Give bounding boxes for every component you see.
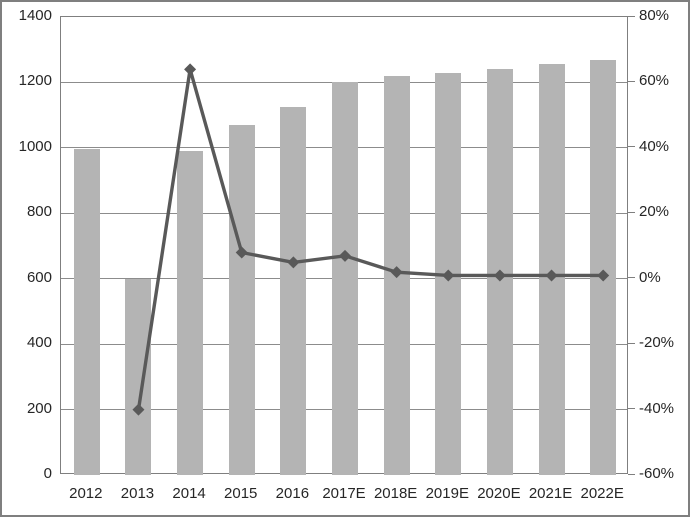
diamond-marker-2016 [287, 256, 300, 269]
x-axis-label-2012: 2012 [69, 485, 103, 502]
left-axis-tick-label: 1200 [18, 72, 52, 90]
right-axis-tick-label: -20% [639, 334, 675, 352]
x-axis-label-2022E: 2022E [580, 485, 624, 502]
x-axis-label-2021E: 2021E [528, 485, 573, 502]
diamond-marker-2019E [442, 269, 455, 282]
left-axis-tick-label: 400 [26, 334, 52, 352]
left-axis-tick-label: 0 [43, 465, 52, 482]
x-axis-label-2014: 2014 [172, 485, 206, 502]
x-axis-label-2015: 2015 [224, 485, 258, 502]
right-axis-tick-mark [628, 342, 635, 344]
diamond-marker-2014 [184, 63, 197, 76]
right-axis-tick-mark [628, 408, 635, 410]
x-axis-label-2020E: 2020E [477, 485, 521, 502]
right-axis-tick-label: 40% [639, 137, 670, 155]
right-axis-tick-label: -40% [639, 399, 675, 417]
x-axis-label-2017E: 2017E [322, 485, 366, 502]
left-axis-tick-label: 1400 [18, 7, 52, 24]
x-axis-label-2016: 2016 [275, 485, 310, 502]
x-axis-label-2019E: 2019E [425, 485, 469, 502]
diamond-marker-2022E [597, 269, 610, 282]
diamond-marker-2015 [235, 246, 248, 259]
right-axis-tick-label: 0% [639, 268, 661, 286]
x-axis-label-2018E: 2018E [373, 485, 418, 502]
bar-2015 [228, 124, 255, 475]
diamond-marker-2013 [132, 403, 145, 416]
bar-2014 [177, 151, 204, 475]
growth-line [136, 68, 604, 410]
x-axis-label-2013: 2013 [120, 485, 155, 502]
bar-2016 [280, 106, 307, 475]
left-axis-tick-label: 600 [26, 268, 52, 286]
diamond-marker-2018E [390, 266, 403, 279]
right-axis-tick-mark [628, 277, 635, 279]
diamond-marker-2021E [545, 269, 558, 282]
right-axis-tick-mark [628, 211, 635, 213]
left-axis-tick-label: 1000 [18, 137, 52, 155]
bar-2013 [125, 278, 152, 475]
bar-2022E [590, 59, 617, 475]
right-axis-tick-label: 20% [639, 203, 670, 221]
diamond-marker-2020E [493, 269, 506, 282]
right-axis-tick-mark [628, 15, 635, 17]
right-axis-tick-mark [628, 80, 635, 82]
diamond-marker-2017E [339, 249, 351, 262]
right-axis-tick-label: 80% [639, 7, 670, 24]
right-axis-tick-label: -60% [639, 465, 675, 482]
bar-2017E [332, 82, 358, 475]
right-axis-tick-mark [628, 146, 635, 148]
right-axis-tick-label: 60% [639, 72, 670, 90]
line-series-layer [132, 63, 610, 416]
left-axis-tick-label: 200 [26, 399, 52, 417]
bar-2012 [73, 149, 100, 475]
plot-area [60, 16, 628, 475]
left-axis-tick-label: 800 [26, 203, 52, 221]
right-axis-tick-mark [628, 473, 635, 475]
